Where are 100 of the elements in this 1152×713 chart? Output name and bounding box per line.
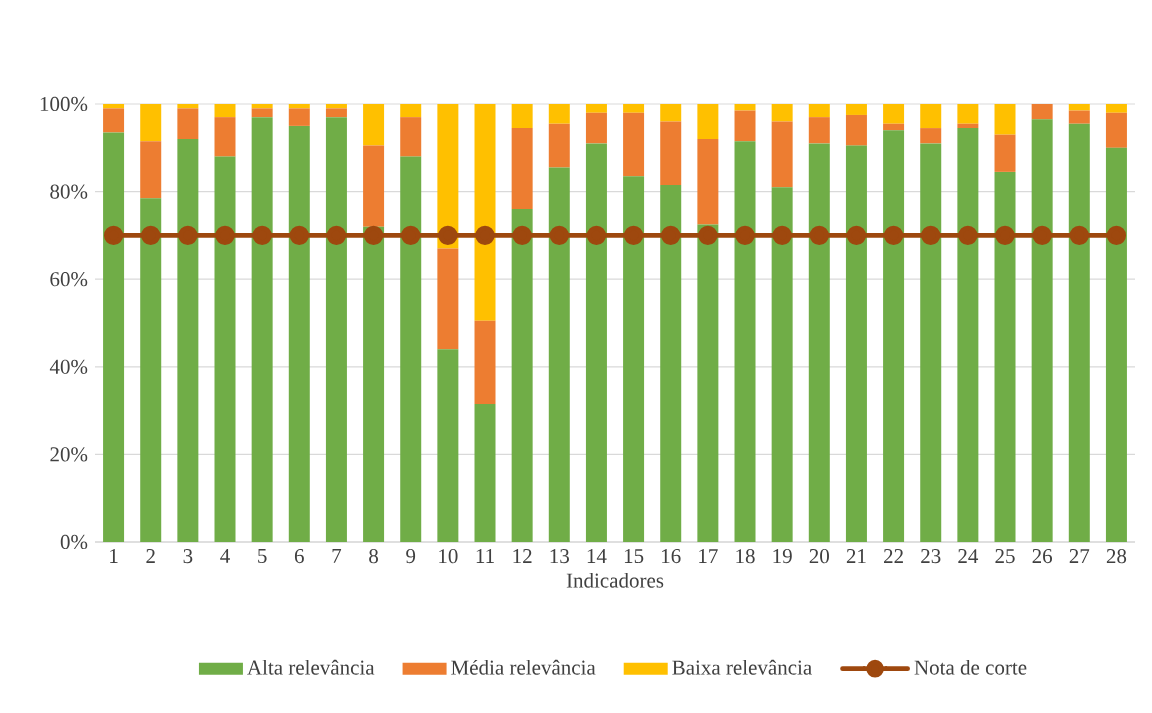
bar — [994, 103, 1016, 135]
bar — [808, 117, 830, 144]
bar — [920, 128, 942, 144]
bar — [437, 248, 459, 350]
bar — [177, 108, 199, 140]
bar — [697, 139, 719, 225]
x-tick-label: 4 — [220, 549, 230, 563]
bar — [920, 103, 942, 129]
bar — [1105, 103, 1127, 113]
bar — [734, 141, 756, 542]
bar — [1105, 147, 1127, 542]
bar — [251, 117, 273, 542]
bar — [771, 103, 793, 122]
bar — [400, 103, 422, 118]
bar — [845, 114, 867, 146]
bar — [1068, 123, 1090, 542]
bar — [363, 103, 385, 146]
bar — [548, 123, 570, 168]
x-axis-title: Indicadores — [566, 572, 664, 588]
bar — [103, 132, 125, 542]
bar — [474, 103, 496, 321]
bar — [845, 145, 867, 542]
legend-label: Média relevância — [451, 659, 596, 675]
bar — [214, 117, 236, 157]
bar — [177, 139, 199, 542]
bar — [734, 103, 756, 111]
bar — [771, 187, 793, 542]
bar — [585, 103, 607, 113]
bar — [437, 103, 459, 249]
bar — [660, 103, 682, 122]
x-tick-label: 15 — [624, 549, 644, 564]
y-tick-label: 60% — [50, 272, 88, 287]
x-tick-label: 10 — [439, 549, 458, 564]
bar — [548, 103, 570, 124]
bar — [697, 103, 719, 140]
bar — [363, 226, 385, 542]
bar — [883, 123, 905, 131]
x-tick-label: 7 — [332, 549, 342, 563]
x-tick-label: 9 — [406, 549, 416, 564]
bar — [1105, 112, 1127, 148]
bar — [288, 108, 310, 126]
bar — [957, 123, 979, 129]
x-tick-label: 5 — [258, 549, 267, 564]
bar — [325, 117, 347, 542]
bar — [251, 108, 273, 118]
x-tick-label: 2 — [146, 549, 155, 563]
x-tick-label: 14 — [587, 549, 607, 563]
bar — [214, 103, 236, 118]
bar — [288, 103, 310, 109]
bar — [400, 156, 422, 542]
bar — [845, 103, 867, 115]
bar — [140, 198, 162, 542]
bar — [660, 185, 682, 542]
bar — [994, 171, 1016, 542]
x-tick-label: 11 — [476, 549, 494, 563]
x-tick-label: 28 — [1106, 549, 1127, 564]
bar — [994, 134, 1016, 172]
bar — [325, 108, 347, 118]
x-tick-label: 23 — [921, 549, 941, 564]
bar — [251, 103, 273, 109]
bar — [140, 103, 162, 142]
x-tick-label: 24 — [958, 549, 979, 563]
x-tick-label: 21 — [846, 549, 866, 563]
bar — [623, 103, 645, 113]
x-tick-label: 6 — [294, 549, 304, 564]
bar — [957, 128, 979, 542]
y-tick-label: 100% — [40, 96, 88, 112]
y-tick-label: 20% — [50, 447, 88, 462]
x-tick-label: 25 — [995, 549, 1015, 564]
x-tick-label: 1 — [110, 549, 118, 563]
bar — [474, 404, 496, 542]
x-tick-label: 22 — [884, 549, 903, 563]
x-tick-label: 19 — [773, 549, 792, 564]
bar — [734, 110, 756, 142]
bar — [808, 103, 830, 118]
bar — [437, 349, 459, 542]
y-tick-label: 0% — [60, 534, 88, 550]
x-tick-label: 27 — [1069, 549, 1090, 563]
x-tick-label: 26 — [1032, 549, 1053, 564]
bar — [363, 145, 385, 227]
bar — [808, 143, 830, 542]
bar — [957, 103, 979, 124]
x-tick-label: 17 — [699, 549, 718, 563]
bar — [585, 143, 607, 542]
bar — [920, 143, 942, 542]
bar — [140, 141, 162, 199]
legend-label: Alta relevância — [247, 659, 375, 675]
x-tick-label: 16 — [662, 549, 681, 564]
bar — [288, 125, 310, 542]
bar — [103, 108, 125, 133]
bar — [400, 117, 422, 157]
y-tick-label: 80% — [50, 184, 88, 199]
bar — [1068, 110, 1090, 124]
bar — [1068, 103, 1090, 111]
bar — [325, 103, 347, 109]
bar — [214, 156, 236, 542]
bar — [511, 209, 533, 542]
bar — [1031, 119, 1053, 542]
legend-label: Baixa relevância — [672, 659, 812, 675]
bar — [548, 167, 570, 542]
